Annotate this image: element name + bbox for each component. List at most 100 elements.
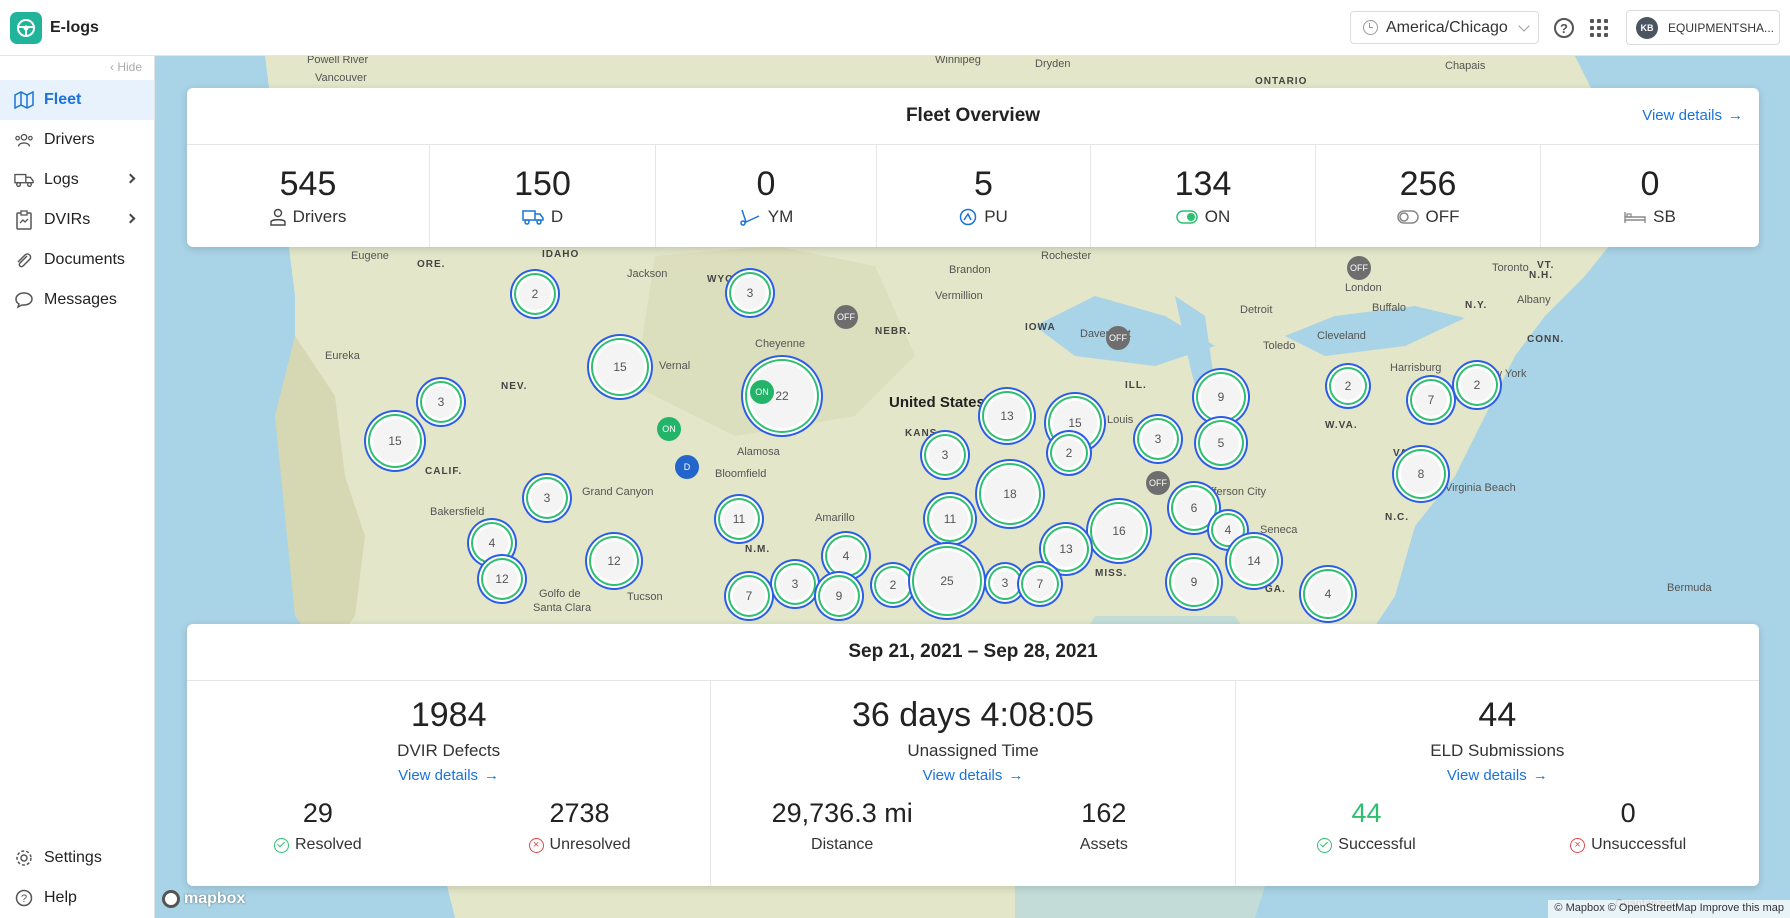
sidebar-item-label: Logs [44,171,79,188]
vehicle-cluster-marker[interactable]: 7 [1415,384,1447,416]
mapbox-logo[interactable]: mapbox [162,890,245,908]
vehicle-cluster-marker[interactable]: 11 [932,501,968,537]
vehicle-cluster-marker[interactable]: 2 [879,571,907,599]
sidebar-item-messages[interactable]: Messages [0,280,154,320]
vehicle-cluster-marker[interactable]: 12 [594,541,634,581]
vehicle-cluster-marker[interactable]: 9 [1174,562,1214,602]
stat-drivers[interactable]: 545 Drivers [187,145,430,247]
vehicle-cluster-marker[interactable]: 9 [823,580,855,612]
vehicle-cluster-marker[interactable]: 3 [425,386,457,418]
help-icon[interactable]: ? [1554,18,1574,38]
sidebar-item-drivers[interactable]: Drivers [0,120,154,160]
dvir-defects-panel: 1984 DVIR Defects View details → 29 Resol… [187,681,712,886]
sidebar-item-settings[interactable]: Settings [0,838,154,878]
vehicle-status-pin[interactable]: D [675,455,699,479]
fleet-stats-row: 545 Drivers 150 D 0 YM 5 PU 134 ON 256 O… [187,145,1759,247]
vehicle-status-pin[interactable]: OFF [1106,326,1130,350]
fleet-view-details-link[interactable]: View details → [1642,107,1743,124]
map-label: IDAHO [542,249,580,260]
sidebar-item-help[interactable]: ? Help [0,878,154,918]
arrow-right-icon: → [1532,767,1548,784]
sidebar-item-fleet[interactable]: Fleet [0,80,154,120]
resolved-stat: 29 Resolved [187,797,449,854]
vehicle-cluster-marker[interactable]: 6 [1176,490,1212,526]
vehicle-cluster-marker[interactable]: 4 [1308,574,1348,614]
stat-label-row: D [522,207,563,227]
vehicle-cluster-marker[interactable]: 15 [596,343,644,391]
vehicle-cluster-marker[interactable]: 13 [1048,531,1084,567]
stat-driving[interactable]: 150 D [430,145,656,247]
vehicle-cluster-marker[interactable]: 12 [486,563,518,595]
sidebar-item-logs[interactable]: Logs [0,160,154,200]
vehicle-cluster-marker[interactable]: 4 [830,540,862,572]
vehicle-cluster-marker[interactable]: 2 [1461,369,1493,401]
vehicle-status-pin[interactable]: OFF [834,305,858,329]
vehicle-cluster-marker[interactable]: 16 [1095,507,1143,555]
date-range: Sep 21, 2021 – Sep 28, 2021 [187,624,1759,681]
map-attribution[interactable]: © Mapbox © OpenStreetMap Improve this ma… [1548,900,1790,918]
vehicle-cluster-marker[interactable]: 3 [929,439,961,471]
account-menu[interactable]: KB EQUIPMENTSHA... [1626,10,1780,45]
app-logo-icon[interactable] [10,11,42,44]
stat-off-duty[interactable]: 256 OFF [1316,145,1541,247]
apps-grid-icon[interactable] [1590,19,1608,37]
vehicle-cluster-marker[interactable]: 5 [1203,425,1239,461]
successful-stat: 44 Successful [1236,797,1498,854]
unassigned-time-title: Unassigned Time [907,741,1039,760]
eld-view-details-link[interactable]: View details → [1447,767,1548,784]
vehicle-status-pin[interactable]: OFF [1347,256,1371,280]
vehicle-cluster-marker[interactable]: 13 [987,396,1027,436]
vehicle-cluster-marker[interactable]: 25 [917,551,977,611]
unsuccessful-value: 0 [1620,798,1636,828]
unsuccessful-label-row: × Unsuccessful [1497,836,1759,854]
vehicle-cluster-marker[interactable]: 2 [1055,439,1083,467]
sidebar-item-dvirs[interactable]: DVIRs [0,200,154,240]
x-circle-icon: × [528,837,544,853]
vehicle-cluster-marker[interactable]: 4 [1216,518,1240,542]
timezone-select[interactable]: America/Chicago [1350,11,1539,44]
vehicle-cluster-marker[interactable]: 8 [1401,454,1441,494]
vehicle-status-pin[interactable]: ON [657,417,681,441]
stat-label-row: YM [739,207,793,227]
arrow-right-icon: → [484,767,500,784]
unresolved-label-row: × Unresolved [449,836,711,854]
vehicle-cluster-marker[interactable]: 7 [1026,570,1054,598]
map-label: Vancouver [315,72,367,84]
stat-value: 545 [279,165,337,203]
vehicle-cluster-marker[interactable]: 4 [476,527,508,559]
vehicle-cluster-marker[interactable]: 11 [723,503,755,535]
map-label: N.M. [745,544,771,555]
vehicle-cluster-marker[interactable]: 3 [779,568,811,600]
vehicle-cluster-marker[interactable]: 15 [373,419,417,463]
stat-on-duty[interactable]: 134 ON [1091,145,1316,247]
map-label: Albany [1517,294,1551,306]
stat-sleeper-berth[interactable]: 0 SB [1541,145,1759,247]
vehicle-status-pin[interactable]: OFF [1146,471,1170,495]
vehicle-cluster-marker[interactable]: 3 [993,571,1017,595]
vehicle-cluster-marker[interactable]: 18 [984,468,1036,520]
vehicle-cluster-marker[interactable]: 15 [1053,401,1097,445]
dvir-view-details-link[interactable]: View details → [398,767,499,784]
vehicle-cluster-marker[interactable]: 9 [1201,377,1241,417]
vehicle-status-pin[interactable]: ON [750,380,774,404]
stat-yard-move[interactable]: 0 YM [656,145,877,247]
stat-personal-use[interactable]: 5 PU [877,145,1091,247]
map-country-label: United States [889,394,985,411]
map-label: Bermuda [1667,582,1712,594]
vehicle-cluster-marker[interactable]: 7 [733,580,765,612]
vehicle-cluster-marker[interactable]: 2 [519,278,551,310]
map-label: NEV. [501,381,528,392]
unassigned-view-details-link[interactable]: View details → [923,767,1024,784]
vehicle-cluster-marker[interactable]: 14 [1234,541,1274,581]
vehicle-cluster-marker[interactable]: 3 [1142,423,1174,455]
vehicle-cluster-marker[interactable]: 2 [1334,372,1362,400]
svg-text:?: ? [21,893,27,905]
chevron-down-icon [1518,20,1530,32]
vehicle-cluster-marker[interactable]: 3 [531,482,563,514]
stat-value: 0 [756,165,776,203]
map-label: Seneca [1260,524,1298,536]
sidebar-item-documents[interactable]: Documents [0,240,154,280]
check-circle-icon [273,837,289,853]
vehicle-cluster-marker[interactable]: 3 [734,277,766,309]
sidebar-hide-button[interactable]: ‹ Hide [109,60,142,74]
